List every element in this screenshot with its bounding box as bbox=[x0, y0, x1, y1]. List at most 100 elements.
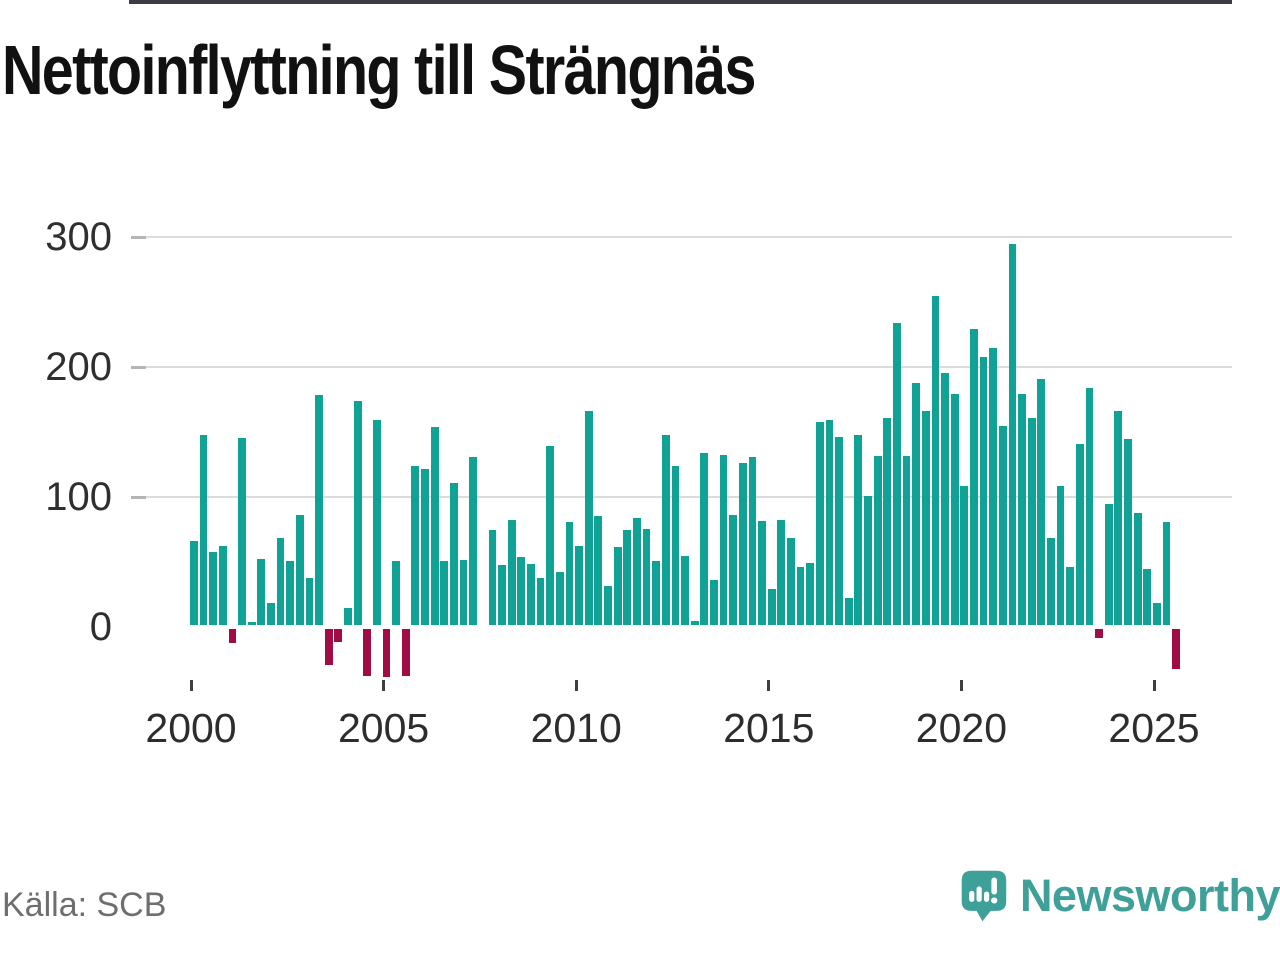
y-tick-mark bbox=[131, 495, 146, 499]
bar-positive bbox=[864, 496, 872, 625]
bar-positive bbox=[1085, 388, 1094, 625]
bar-positive bbox=[1153, 602, 1161, 625]
bar-positive bbox=[411, 466, 420, 625]
bar-positive bbox=[604, 586, 612, 625]
bar-positive bbox=[440, 561, 449, 625]
bar-positive bbox=[450, 483, 458, 625]
bar-positive bbox=[844, 597, 853, 625]
bar-positive bbox=[998, 426, 1007, 625]
bar-positive bbox=[758, 521, 766, 625]
bar-positive bbox=[777, 519, 786, 625]
bar-positive bbox=[353, 401, 362, 625]
bar-positive bbox=[979, 357, 988, 625]
bar-positive bbox=[767, 588, 776, 625]
bar-positive bbox=[748, 457, 757, 625]
bar-positive bbox=[1075, 444, 1084, 625]
bar-positive bbox=[632, 518, 641, 625]
x-tick-label: 2020 bbox=[915, 705, 1007, 751]
bar-positive bbox=[719, 454, 728, 625]
newsworthy-wordmark: Newsworthy bbox=[1019, 870, 1280, 921]
bar-positive bbox=[1018, 393, 1026, 625]
bar-positive bbox=[565, 522, 574, 625]
bar-positive bbox=[1056, 485, 1065, 625]
bar-positive bbox=[257, 558, 266, 625]
bar-positive bbox=[507, 519, 516, 625]
bar-positive bbox=[488, 530, 497, 625]
bar-positive bbox=[931, 296, 940, 625]
x-tick-mark bbox=[959, 680, 963, 691]
bar-positive bbox=[1124, 439, 1132, 625]
x-tick-mark bbox=[574, 680, 578, 691]
bar-positive bbox=[546, 445, 555, 625]
bar-positive bbox=[555, 571, 564, 625]
bar-positive bbox=[623, 530, 632, 625]
bar-positive bbox=[575, 545, 583, 625]
bar-positive bbox=[1162, 522, 1171, 625]
x-tick-label: 2015 bbox=[723, 705, 815, 751]
bar-positive bbox=[267, 602, 275, 625]
bar-positive bbox=[960, 485, 969, 625]
newsworthy-logo: Newsworthy bbox=[958, 856, 1280, 936]
bar-positive bbox=[469, 457, 478, 625]
bar-positive bbox=[392, 561, 401, 625]
bar-negative bbox=[1095, 629, 1104, 639]
bar-positive bbox=[681, 556, 689, 625]
bar-positive bbox=[825, 419, 834, 625]
bar-positive bbox=[1133, 513, 1142, 625]
bar-positive bbox=[517, 557, 526, 625]
y-tick-label: 300 bbox=[45, 215, 112, 259]
bar-positive bbox=[286, 561, 295, 625]
bar-positive bbox=[787, 537, 795, 625]
bar-positive bbox=[430, 427, 439, 625]
bar-positive bbox=[892, 323, 901, 625]
bar-positive bbox=[315, 394, 323, 625]
chart-title: Nettoinflyttning till Strängnäs bbox=[2, 31, 756, 109]
bar-positive bbox=[873, 456, 882, 625]
bar-positive bbox=[218, 545, 227, 625]
bar-positive bbox=[710, 579, 718, 625]
bar-positive bbox=[738, 462, 747, 625]
x-tick-label: 2005 bbox=[337, 705, 430, 751]
bar-positive bbox=[536, 578, 545, 625]
x-tick-label: 2010 bbox=[530, 705, 622, 751]
x-tick-label: 2025 bbox=[1108, 705, 1200, 751]
y-tick-label: 0 bbox=[89, 605, 112, 649]
bar-positive bbox=[941, 372, 949, 625]
bar-positive bbox=[661, 435, 670, 625]
bar-positive bbox=[613, 547, 622, 625]
bar-negative bbox=[401, 629, 410, 676]
bar-positive bbox=[421, 469, 429, 625]
bar-positive bbox=[950, 393, 959, 625]
bar-positive bbox=[209, 552, 218, 625]
y-gridline bbox=[132, 366, 1232, 368]
bar-positive bbox=[902, 456, 911, 625]
bar-negative bbox=[1172, 629, 1181, 670]
bar-positive bbox=[584, 410, 593, 625]
bar-positive bbox=[921, 410, 930, 625]
bar-positive bbox=[199, 435, 208, 625]
bar-positive bbox=[276, 537, 285, 625]
bar-positive bbox=[690, 621, 699, 625]
x-tick-mark bbox=[767, 680, 771, 691]
x-tick-mark bbox=[189, 680, 193, 691]
bar-positive bbox=[1037, 379, 1046, 625]
bar-positive bbox=[835, 436, 843, 625]
bar-positive bbox=[989, 348, 998, 625]
source-caption: Källa: SCB bbox=[2, 886, 167, 924]
bar-positive bbox=[594, 515, 603, 625]
bar-positive bbox=[970, 328, 978, 625]
bar-positive bbox=[459, 560, 468, 625]
bar-positive bbox=[1143, 569, 1152, 625]
bar-positive bbox=[1066, 566, 1075, 625]
bar-positive bbox=[247, 622, 256, 625]
bar-positive bbox=[883, 418, 892, 625]
y-gridline bbox=[132, 236, 1232, 238]
bar-positive bbox=[700, 453, 709, 625]
bar-positive bbox=[190, 540, 198, 625]
bar-positive bbox=[344, 608, 352, 625]
bar-negative bbox=[228, 629, 237, 644]
bar-negative bbox=[382, 629, 391, 678]
bar-positive bbox=[527, 563, 535, 625]
bar-positive bbox=[652, 561, 661, 625]
